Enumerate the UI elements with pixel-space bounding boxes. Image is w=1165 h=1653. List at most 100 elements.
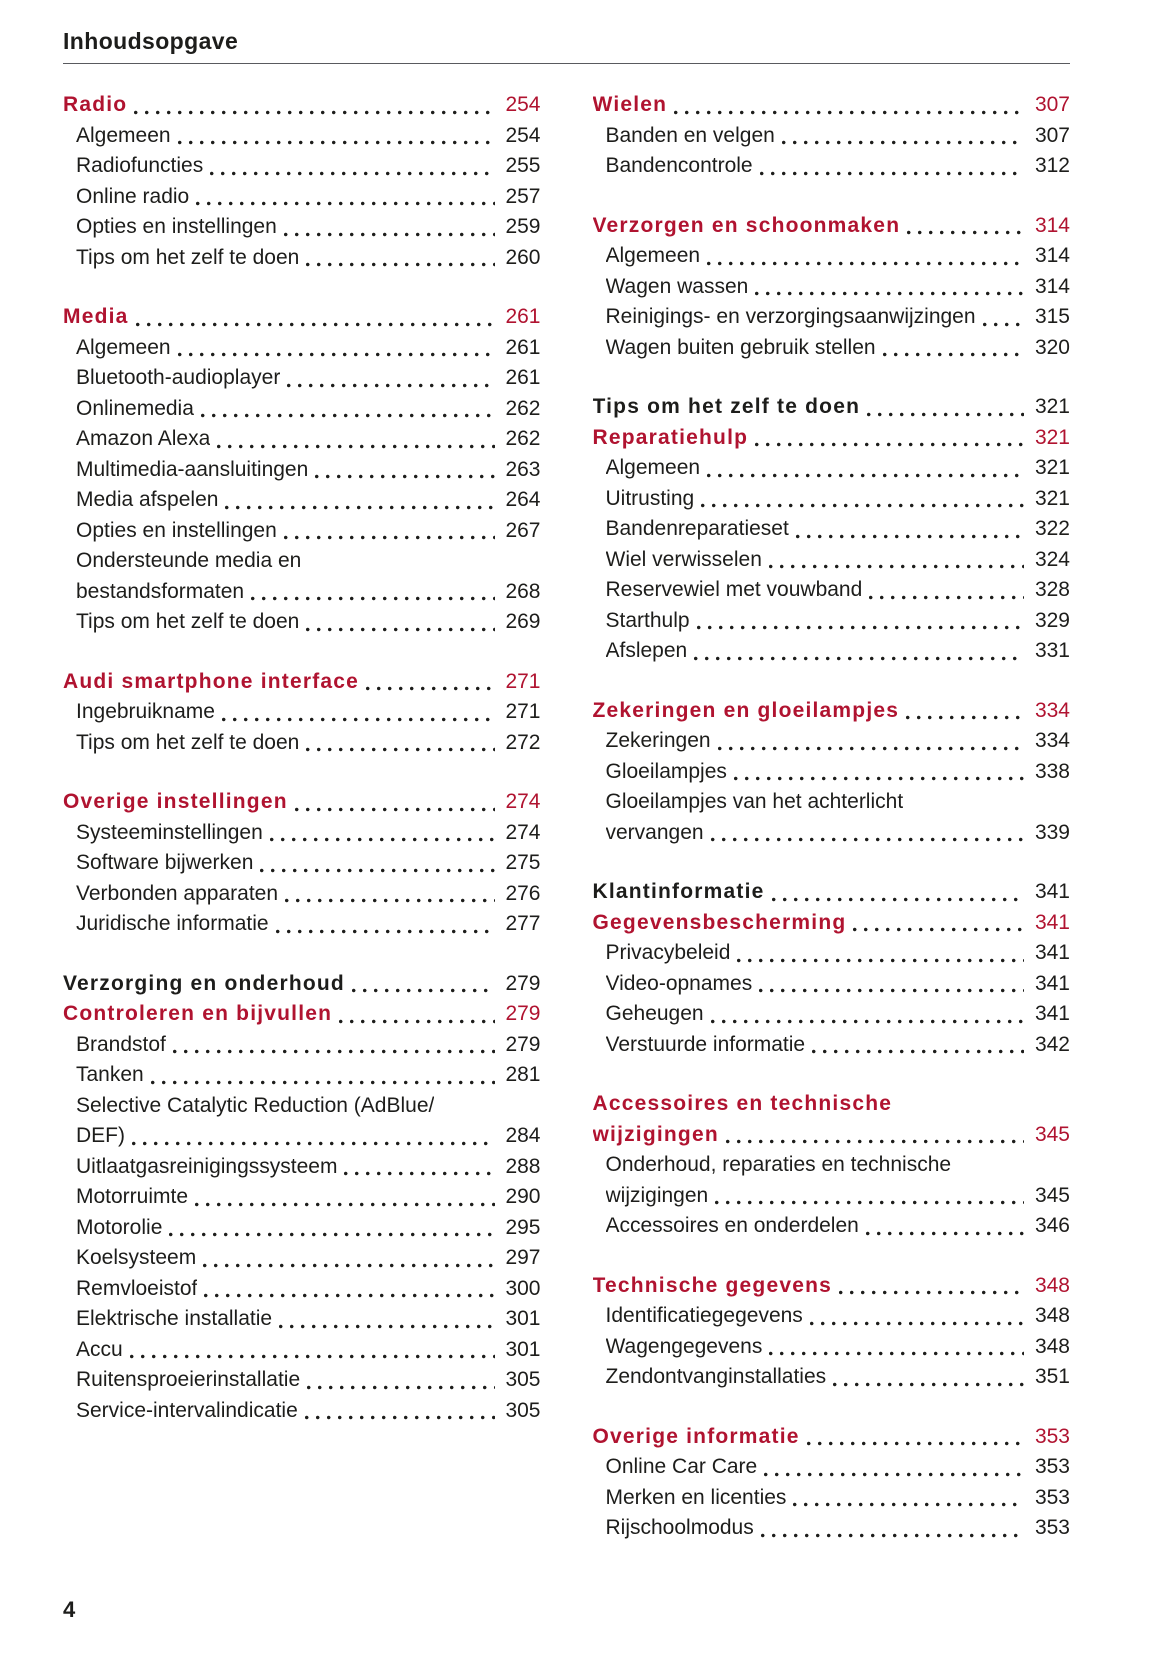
page-number: 314 [1034, 213, 1070, 237]
toc-label: Tips om het zelf te doen [76, 610, 300, 633]
page-number: 353 [1034, 1424, 1070, 1448]
toc-label: Gloeilampjes van het achterlicht [605, 790, 904, 813]
dot-leader [717, 726, 1024, 757]
toc-entry: Zekeringen 334 [593, 726, 1070, 757]
toc-entry: Tips om het zelf te doen 321 [593, 392, 1070, 423]
toc-entry: Brandstof 279 [63, 1029, 541, 1060]
dot-leader [306, 242, 495, 273]
toc-label: Bandenreparatieset [605, 517, 789, 540]
dot-leader [833, 1362, 1024, 1393]
toc-label: Afslepen [605, 639, 688, 662]
toc-entry: Controleren en bijvullen 279 [63, 999, 541, 1030]
dot-leader [759, 151, 1024, 182]
page-number: 315 [1034, 305, 1070, 328]
toc-entry: Gloeilampjes van het achterlicht [593, 787, 1071, 818]
toc-columns: Radio 254 Algemeen 254 Radiofuncties 255 Onlin… [63, 90, 1070, 1544]
toc-entry: Algemeen 314 [593, 241, 1070, 272]
dot-leader [809, 1301, 1024, 1332]
dot-leader [169, 1212, 495, 1243]
toc-section: Klantinformatie 341 Gegevensbescherming 341… [593, 877, 1070, 1060]
toc-entry: Ondersteunde media en [63, 546, 541, 577]
page-number: 341 [1034, 1002, 1070, 1025]
page-number: 271 [505, 700, 541, 723]
dot-leader [217, 424, 495, 455]
toc-label: Verzorging en onderhoud [63, 971, 345, 995]
toc-entry: Video-opnames 341 [593, 968, 1070, 999]
dot-leader [204, 1273, 495, 1304]
toc-label: Reservewiel met vouwband [605, 578, 863, 601]
toc-label: bestandsformaten [76, 579, 245, 603]
toc-label: Ruitensproeierinstallatie [76, 1368, 301, 1391]
dot-leader [269, 817, 495, 848]
toc-label: Remvloeistof [76, 1276, 198, 1300]
dot-leader [725, 1119, 1024, 1150]
toc-entry: Zekeringen en gloeilampjes 334 [593, 695, 1070, 726]
page-number: 345 [1034, 1183, 1070, 1207]
page-number: 341 [1034, 910, 1070, 934]
page-number: 264 [505, 488, 541, 511]
dot-leader [701, 483, 1024, 514]
toc-entry: Accessoires en onderdelen 346 [593, 1211, 1070, 1242]
dot-leader [839, 1270, 1024, 1301]
dot-leader [196, 181, 495, 212]
toc-label: Software bijwerken [76, 851, 254, 874]
toc-entry: Uitlaatgasreinigingssysteem 288 [63, 1151, 541, 1182]
page-number: 339 [1034, 820, 1070, 844]
toc-entry: Starthulp 329 [593, 605, 1070, 636]
dot-leader [769, 1331, 1024, 1362]
toc-entry: Wagen wassen 314 [593, 271, 1070, 302]
dot-leader [795, 514, 1024, 545]
page-number: 314 [1034, 274, 1070, 298]
toc-entry: Selective Catalytic Reduction (AdBlue/ [63, 1091, 541, 1122]
toc-label: Geheugen [605, 1002, 704, 1025]
dot-leader [260, 848, 495, 879]
page-number: 307 [1034, 123, 1070, 147]
page-number: 262 [505, 427, 541, 450]
toc-label: Verbonden apparaten [76, 881, 279, 905]
dot-leader [867, 392, 1024, 423]
page-number: 321 [1034, 456, 1070, 479]
toc-label: Rijschoolmodus [605, 1516, 754, 1539]
page-number: 348 [1034, 1273, 1070, 1297]
toc-entry: Gegevensbescherming 341 [593, 907, 1070, 938]
toc-entry: Motorruimte 290 [63, 1182, 541, 1213]
toc-entry: Radiofuncties 255 [63, 151, 541, 182]
toc-label: Juridische informatie [76, 912, 269, 935]
page-number: 331 [1034, 639, 1070, 662]
toc-label: Controleren en bijvullen [63, 1002, 333, 1025]
page-number: 267 [505, 518, 541, 542]
toc-label: Ingebruikname [76, 700, 215, 723]
page-number: 262 [505, 396, 541, 420]
page-number: 348 [1034, 1304, 1070, 1327]
page-number: 341 [1034, 971, 1070, 995]
toc-label: Reinigings- en verzorgingsaanwijzingen [605, 305, 976, 328]
dot-leader [221, 697, 495, 728]
page-number: 261 [505, 305, 541, 328]
dot-leader [755, 271, 1024, 302]
toc-entry: Accu 301 [63, 1334, 541, 1365]
dot-leader [674, 90, 1024, 121]
toc-entry: Klantinformatie 341 [593, 877, 1070, 908]
toc-label: Algemeen [76, 335, 171, 359]
page-number: 351 [1034, 1365, 1070, 1388]
page-number: 324 [1034, 547, 1070, 571]
dot-leader [768, 544, 1024, 575]
dot-leader [696, 605, 1024, 636]
toc-label: Selective Catalytic Reduction (AdBlue/ [76, 1093, 435, 1117]
page-number: 288 [505, 1154, 541, 1178]
dot-leader [351, 968, 495, 999]
dot-leader [806, 1421, 1024, 1452]
toc-entry: Wagen buiten gebruik stellen 320 [593, 332, 1070, 363]
page-number: 307 [1034, 93, 1070, 116]
toc-label: Radiofuncties [76, 154, 204, 177]
dot-leader [733, 756, 1024, 787]
toc-entry: Reservewiel met vouwband 328 [593, 575, 1070, 606]
toc-entry: Onderhoud, reparaties en technische [593, 1150, 1071, 1181]
dot-leader [195, 1182, 495, 1213]
toc-label: Audi smartphone interface [63, 669, 360, 693]
dot-leader [853, 907, 1024, 938]
toc-label: Bluetooth-audioplayer [76, 366, 281, 389]
dot-leader [710, 817, 1024, 848]
page-number: 277 [505, 912, 541, 935]
toc-entry: Verbonden apparaten 276 [63, 878, 541, 909]
